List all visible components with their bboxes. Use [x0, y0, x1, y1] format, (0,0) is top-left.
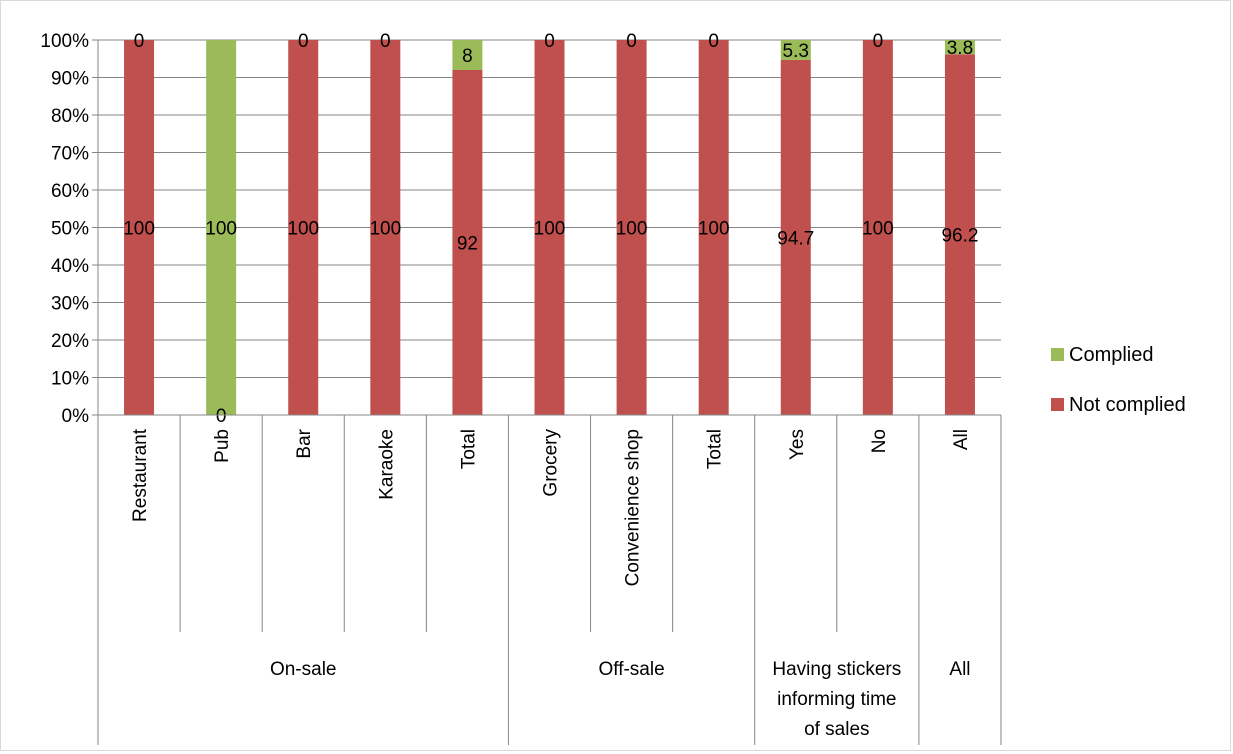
data-label-complied: 0 [380, 31, 391, 52]
data-label-complied: 0 [298, 31, 309, 52]
group-label: informing time [777, 689, 896, 710]
bar-not-complied [124, 40, 155, 415]
bar-not-complied [780, 59, 811, 415]
y-tick-label: 0% [62, 406, 90, 427]
category-label: Grocery [541, 429, 562, 497]
legend-swatch-not-complied [1051, 398, 1064, 411]
legend: Complied Not complied [1051, 344, 1186, 416]
y-tick-label: 60% [51, 181, 89, 202]
data-label-not-complied: 100 [534, 219, 566, 240]
data-labels: 100 0 0 100 100 0 100 0 92 8 100 0 100 0 100 0 94.7 5.3 10… [123, 31, 978, 427]
bar-not-complied [616, 40, 647, 415]
group-label: Having stickers [772, 659, 901, 680]
category-label: Yes [787, 429, 808, 460]
group-label: Off-sale [598, 659, 664, 680]
category-label: Pub [212, 429, 233, 463]
category-axis: Restaurant Pub Bar Karaoke Total Grocery Conve… [97, 414, 1002, 745]
y-tick-label: 20% [51, 331, 89, 352]
data-label-not-complied: 100 [287, 219, 319, 240]
bar-not-complied [452, 70, 483, 415]
bar-complied [944, 40, 975, 55]
category-label: Convenience shop [623, 429, 644, 586]
data-label-not-complied: 100 [616, 219, 648, 240]
legend-label: Not complied [1069, 394, 1186, 416]
bar-not-complied [534, 40, 565, 415]
legend-swatch-complied [1051, 348, 1064, 361]
data-label-not-complied: 96.2 [941, 226, 978, 247]
bar-not-complied [288, 40, 319, 415]
y-tick-label: 80% [51, 106, 89, 127]
data-label-complied: 0 [873, 31, 884, 52]
category-label: No [869, 429, 890, 453]
category-label: Total [458, 429, 479, 469]
data-label-complied: 0 [134, 31, 145, 52]
data-label-not-complied: 100 [123, 219, 155, 240]
category-label: All [951, 429, 972, 450]
y-tick-label: 40% [51, 256, 89, 277]
bar-not-complied [698, 40, 729, 415]
y-tick-label: 50% [51, 219, 89, 240]
group-label: of sales [804, 719, 869, 740]
y-tick-label: 70% [51, 144, 89, 165]
data-label-not-complied: 100 [698, 219, 730, 240]
data-label-complied: 0 [626, 31, 637, 52]
data-label-not-complied: 100 [369, 219, 401, 240]
legend-label: Complied [1069, 344, 1153, 366]
data-label-complied: 0 [544, 31, 555, 52]
data-label-not-complied: 100 [862, 219, 894, 240]
category-label: Bar [294, 428, 315, 458]
data-label-complied: 5.3 [783, 41, 809, 62]
bar-not-complied [370, 40, 401, 415]
bar-complied [452, 40, 483, 70]
data-label-not-complied: 94.7 [777, 228, 814, 249]
bar-not-complied [944, 54, 975, 415]
y-tick-label: 100% [40, 31, 89, 52]
group-label: On-sale [270, 659, 337, 680]
y-tick-label: 30% [51, 294, 89, 315]
data-label-complied: 0 [708, 31, 719, 52]
axes: 0% 10% 20% 30% 40% 50% 60% 70% 80% 90% 100% [40, 31, 99, 427]
data-label-not-complied: 92 [457, 234, 478, 255]
bar-complied [780, 40, 811, 60]
category-label: Total [705, 429, 726, 469]
bar-not-complied [862, 40, 893, 415]
y-tick-label: 90% [51, 69, 89, 90]
data-label-complied: 3.8 [947, 38, 973, 59]
category-label: Restaurant [130, 428, 151, 522]
group-label: All [949, 659, 970, 680]
data-label-complied: 100 [205, 219, 237, 240]
data-label-complied: 8 [462, 46, 473, 67]
bars [124, 40, 975, 415]
data-label-not-complied: 0 [216, 406, 227, 427]
category-label: Karaoke [376, 429, 397, 500]
bar-complied [206, 40, 237, 415]
y-tick-label: 10% [51, 369, 89, 390]
